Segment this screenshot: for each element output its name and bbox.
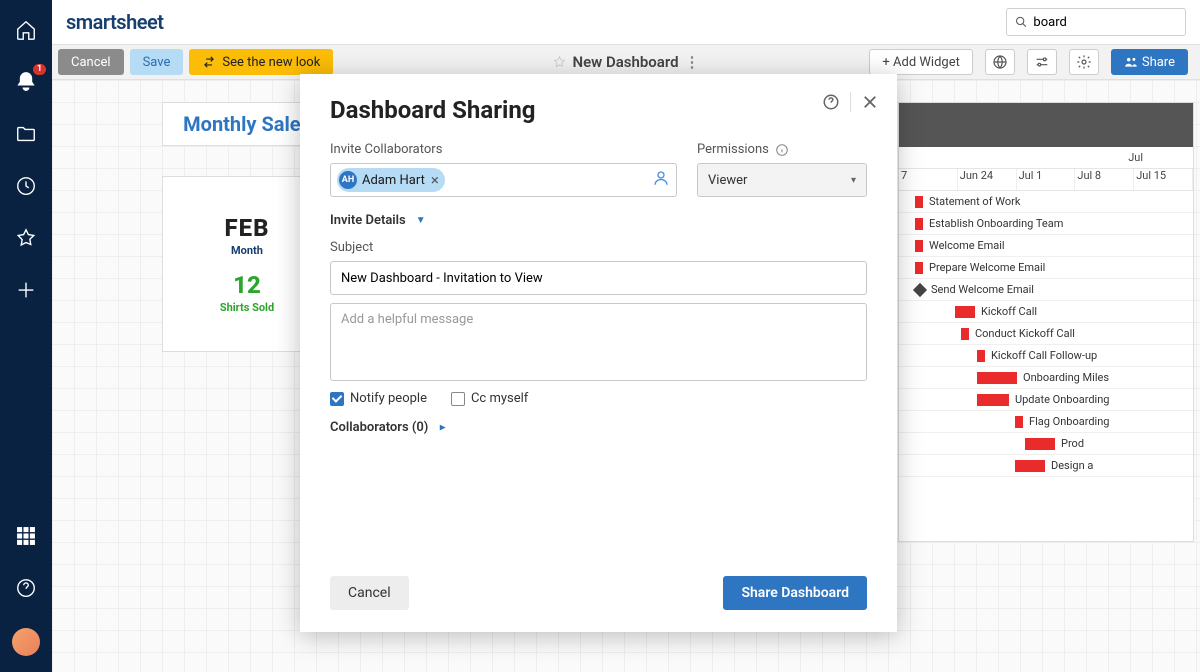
checkbox-checked-icon bbox=[330, 392, 344, 406]
star-icon[interactable] bbox=[552, 55, 566, 69]
subject-label: Subject bbox=[330, 240, 867, 255]
invite-details-expander[interactable]: Invite Details ▼ bbox=[330, 213, 867, 228]
gantt-month: Jul bbox=[899, 147, 1193, 169]
gear-button[interactable] bbox=[1069, 49, 1099, 75]
triangle-down-icon: ▼ bbox=[416, 215, 426, 226]
modal-title: Dashboard Sharing bbox=[330, 96, 867, 124]
sales-value: 12 bbox=[233, 271, 261, 299]
see-new-look-button[interactable]: See the new look bbox=[189, 49, 333, 75]
gantt-row: Kickoff Call bbox=[899, 301, 1193, 323]
globe-button[interactable] bbox=[985, 49, 1015, 75]
remove-chip-icon[interactable]: × bbox=[431, 173, 439, 188]
dashboard-title-text: New Dashboard bbox=[572, 53, 678, 71]
message-textarea[interactable] bbox=[330, 303, 867, 381]
gantt-row: Onboarding Miles bbox=[899, 367, 1193, 389]
gantt-row: Kickoff Call Follow-up bbox=[899, 345, 1193, 367]
share-dashboard-button[interactable]: Share Dashboard bbox=[723, 576, 867, 610]
notifications-icon[interactable]: 1 bbox=[14, 70, 38, 94]
collaborator-name: Adam Hart bbox=[362, 173, 425, 188]
notify-people-checkbox[interactable]: Notify people bbox=[330, 391, 427, 406]
cc-myself-checkbox[interactable]: Cc myself bbox=[451, 391, 528, 406]
person-picker-icon[interactable] bbox=[652, 169, 670, 191]
brand-logo: smartsheet bbox=[66, 10, 164, 34]
left-rail: 1 bbox=[0, 0, 52, 672]
share-label: Share bbox=[1142, 55, 1175, 70]
cancel-button[interactable]: Cancel bbox=[58, 49, 124, 75]
modal-help-icon[interactable] bbox=[822, 93, 840, 111]
recents-icon[interactable] bbox=[14, 174, 38, 198]
save-button[interactable]: Save bbox=[130, 49, 184, 75]
sales-value-label: Shirts Sold bbox=[220, 301, 274, 314]
see-new-look-label: See the new look bbox=[222, 55, 320, 70]
sales-month: FEB bbox=[224, 214, 269, 242]
favorites-icon[interactable] bbox=[14, 226, 38, 250]
gantt-row: Welcome Email bbox=[899, 235, 1193, 257]
collaborator-initials: AH bbox=[339, 171, 357, 189]
dashboard-sharing-modal: Dashboard Sharing Invite Collaborators A… bbox=[300, 74, 897, 632]
gantt-row: Statement of Work bbox=[899, 191, 1193, 213]
notify-label: Notify people bbox=[350, 391, 427, 406]
collaborators-input[interactable]: AH Adam Hart × bbox=[330, 163, 677, 197]
gantt-row: Prod bbox=[899, 433, 1193, 455]
sales-month-label: Month bbox=[231, 244, 263, 257]
gantt-header bbox=[899, 103, 1193, 147]
cc-label: Cc myself bbox=[471, 391, 528, 406]
people-icon bbox=[1124, 55, 1138, 69]
gantt-row: Conduct Kickoff Call bbox=[899, 323, 1193, 345]
apps-icon[interactable] bbox=[14, 524, 38, 548]
home-icon[interactable] bbox=[14, 18, 38, 42]
add-widget-button[interactable]: + Add Widget bbox=[869, 49, 972, 75]
collaborator-chip[interactable]: AH Adam Hart × bbox=[337, 168, 445, 192]
permissions-select[interactable]: Viewer ▾ bbox=[697, 163, 867, 197]
chevron-down-icon: ▾ bbox=[851, 175, 856, 186]
gantt-dates: 7Jun 24Jul 1Jul 8Jul 15 bbox=[899, 169, 1193, 191]
gantt-row: Establish Onboarding Team bbox=[899, 213, 1193, 235]
modal-cancel-button[interactable]: Cancel bbox=[330, 576, 409, 610]
subject-input[interactable] bbox=[330, 261, 867, 295]
checkbox-unchecked-icon bbox=[451, 392, 465, 406]
gantt-row: Flag Onboarding bbox=[899, 411, 1193, 433]
help-icon[interactable] bbox=[14, 576, 38, 600]
close-icon[interactable] bbox=[861, 93, 879, 111]
swap-icon bbox=[202, 55, 216, 69]
gantt-row: Update Onboarding bbox=[899, 389, 1193, 411]
add-icon[interactable] bbox=[14, 278, 38, 302]
notification-badge: 1 bbox=[33, 64, 46, 75]
separator bbox=[850, 92, 851, 112]
folder-icon[interactable] bbox=[14, 122, 38, 146]
triangle-right-icon: ▼ bbox=[438, 423, 449, 433]
search-input[interactable] bbox=[1033, 15, 1177, 30]
invite-details-label: Invite Details bbox=[330, 213, 406, 228]
dashboard-title: New Dashboard ⋮ bbox=[552, 53, 699, 71]
avatar[interactable] bbox=[12, 628, 40, 656]
top-bar: smartsheet bbox=[52, 0, 1200, 44]
gantt-row: Send Welcome Email bbox=[899, 279, 1193, 301]
gantt-row: Design a bbox=[899, 455, 1193, 477]
more-icon[interactable]: ⋮ bbox=[685, 53, 700, 71]
search-icon bbox=[1015, 15, 1027, 29]
collaborators-label: Collaborators (0) bbox=[330, 420, 428, 435]
collaborators-expander[interactable]: Collaborators (0) ▼ bbox=[330, 420, 867, 435]
gantt-rows: Statement of WorkEstablish Onboarding Te… bbox=[899, 191, 1193, 477]
permissions-value: Viewer bbox=[708, 173, 747, 188]
search-box[interactable] bbox=[1006, 8, 1186, 36]
share-button[interactable]: Share bbox=[1111, 49, 1188, 75]
widget-gantt[interactable]: Jul 7Jun 24Jul 1Jul 8Jul 15 Statement of… bbox=[898, 102, 1194, 542]
info-icon[interactable] bbox=[775, 143, 789, 157]
settings-sliders-button[interactable] bbox=[1027, 49, 1057, 75]
permissions-label: Permissions bbox=[697, 142, 867, 157]
invite-label: Invite Collaborators bbox=[330, 142, 677, 157]
gantt-row: Prepare Welcome Email bbox=[899, 257, 1193, 279]
